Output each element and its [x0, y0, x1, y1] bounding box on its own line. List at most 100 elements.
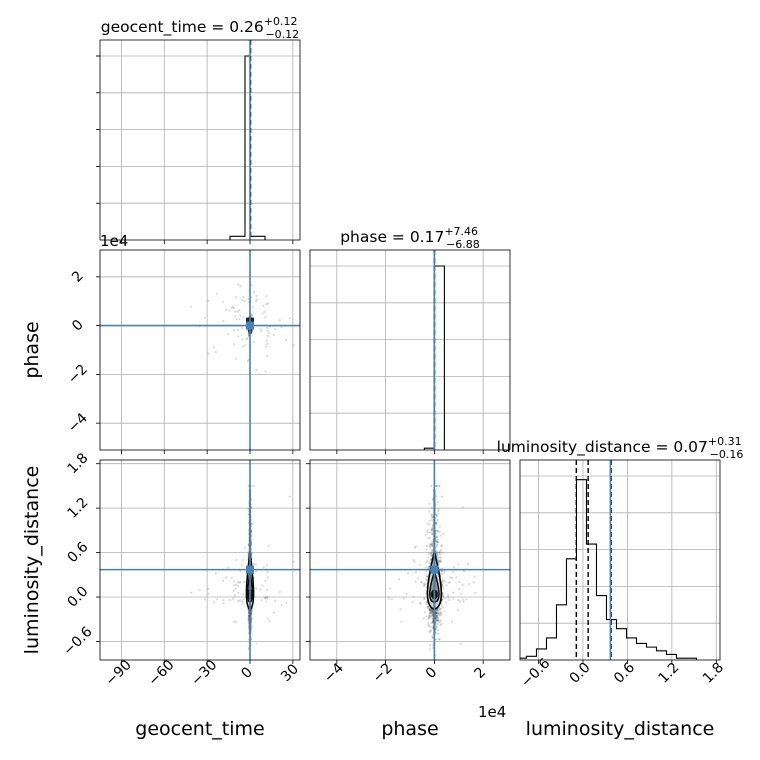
- sample-point: [436, 610, 440, 613]
- sample-point: [436, 540, 440, 543]
- sample-point: [422, 584, 425, 587]
- sample-point: [244, 344, 247, 347]
- sample-point: [250, 329, 254, 332]
- sample-point: [431, 516, 434, 519]
- sample-point: [230, 576, 233, 579]
- sample-point: [430, 614, 433, 617]
- sample-point: [203, 598, 207, 601]
- sample-point: [430, 609, 433, 612]
- sample-point: [238, 318, 241, 321]
- sample-point: [435, 521, 438, 524]
- sample-point: [250, 625, 253, 628]
- sample-point: [436, 530, 439, 533]
- sample-point: [436, 536, 439, 539]
- sample-point: [246, 337, 249, 340]
- sample-point: [236, 310, 239, 313]
- sample-point: [467, 583, 470, 586]
- sample-point: [447, 594, 450, 597]
- title-text: phase = 0.17: [340, 228, 444, 246]
- sample-point: [429, 611, 432, 614]
- sample-point: [389, 587, 392, 590]
- sample-point: [430, 484, 433, 488]
- sample-point: [402, 597, 405, 600]
- sample-point: [430, 529, 433, 532]
- sample-point: [445, 584, 448, 587]
- sample-point: [435, 535, 438, 539]
- sample-point: [461, 583, 464, 587]
- sample-point: [427, 621, 430, 625]
- sample-point: [250, 329, 253, 332]
- sample-point: [263, 596, 266, 599]
- sample-point: [434, 654, 437, 657]
- sample-point: [234, 310, 237, 313]
- sample-point: [292, 560, 295, 563]
- sample-point: [266, 571, 269, 574]
- sample-point: [437, 484, 441, 488]
- sample-point: [243, 581, 246, 584]
- sample-point: [242, 345, 245, 348]
- sample-point: [255, 642, 258, 645]
- sample-point: [435, 619, 438, 622]
- sample-point: [250, 313, 254, 316]
- sample-point: [266, 329, 269, 333]
- sample-point: [449, 576, 452, 579]
- sample-point: [442, 595, 445, 598]
- x-tick-label: 0: [238, 664, 256, 682]
- sample-point: [262, 565, 265, 569]
- sample-point: [225, 308, 228, 311]
- sample-point: [430, 552, 433, 555]
- panel-frame-phase-luminosity_distance: [309, 459, 511, 661]
- sample-point: [423, 611, 427, 614]
- sample-point: [445, 601, 448, 604]
- sample-point: [405, 592, 408, 595]
- sample-point: [264, 345, 267, 348]
- sample-point: [264, 595, 267, 598]
- sample-point: [424, 566, 428, 569]
- title-minus-error: −0.16: [710, 448, 744, 461]
- sample-point: [435, 622, 438, 625]
- sample-point: [234, 296, 238, 299]
- sample-point: [255, 298, 258, 301]
- sample-point: [424, 533, 427, 536]
- sample-point: [242, 558, 245, 561]
- sample-point: [436, 623, 440, 626]
- title-plus-error: +0.12: [264, 15, 298, 28]
- sample-point: [440, 534, 443, 537]
- sample-point: [232, 589, 235, 592]
- sample-point: [265, 339, 268, 342]
- sample-point: [435, 545, 438, 548]
- sample-point: [429, 607, 432, 611]
- sample-point: [437, 508, 440, 511]
- sample-point: [435, 611, 438, 615]
- sample-point: [423, 582, 426, 585]
- sample-point: [430, 610, 434, 613]
- sample-point: [247, 508, 250, 511]
- sample-point: [235, 558, 238, 562]
- sample-point: [438, 551, 441, 554]
- sample-point: [440, 544, 443, 547]
- panel-frame-geocent_time-luminosity_distance: [99, 459, 301, 661]
- scatter-panel-geocent_time-phase: [100, 250, 300, 450]
- sample-point: [435, 539, 438, 542]
- sample-point: [437, 512, 440, 515]
- sample-point: [426, 560, 429, 563]
- sample-point: [399, 608, 402, 611]
- sample-point: [431, 621, 434, 624]
- sample-point: [264, 315, 267, 319]
- sample-point: [252, 484, 255, 488]
- sample-point: [439, 558, 442, 562]
- x-tick-label: −4: [321, 660, 347, 686]
- sample-point: [280, 604, 283, 607]
- sample-point: [435, 612, 438, 615]
- sample-point: [236, 581, 239, 584]
- sample-point: [438, 530, 441, 533]
- sample-point: [252, 562, 256, 566]
- sample-point: [238, 599, 241, 602]
- sample-point: [430, 528, 433, 531]
- title-plus-error: +7.46: [444, 225, 478, 238]
- sample-point: [431, 636, 435, 639]
- sample-point: [429, 557, 433, 560]
- sample-point: [232, 620, 235, 623]
- sample-point: [437, 638, 440, 641]
- sample-point: [387, 597, 390, 600]
